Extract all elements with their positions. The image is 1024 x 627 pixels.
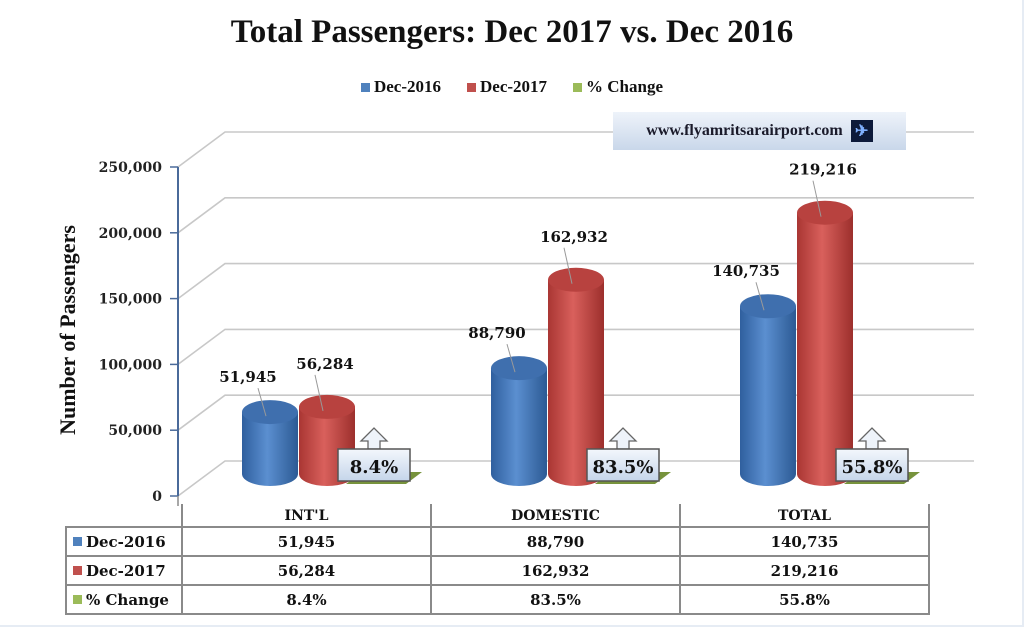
table-row: Dec-2017 56,284 162,932 219,216	[65, 555, 930, 586]
up-arrow-icon	[857, 427, 887, 450]
table-row-header: % Change	[65, 584, 183, 615]
leader-line	[257, 387, 267, 417]
cylinder-body	[797, 212, 853, 487]
table-column-header: DOMESTIC	[430, 504, 681, 528]
table-cell: 83.5%	[430, 584, 681, 615]
y-tick-label: 200,000	[99, 226, 163, 242]
table-row-header: Dec-2017	[65, 555, 183, 586]
legend-label: % Change	[586, 77, 664, 96]
row-label: Dec-2017	[86, 561, 166, 580]
data-label: 88,790	[468, 324, 525, 342]
y-tick-label: 0	[152, 489, 162, 505]
table-cell: 162,932	[430, 555, 681, 586]
leader-line	[755, 282, 765, 311]
legend-key-swatch	[73, 565, 82, 575]
bar-dec-2017-total	[797, 200, 853, 487]
data-label: 56,284	[296, 355, 353, 373]
table-row: % Change 8.4% 83.5% 55.8%	[65, 584, 930, 615]
table-row-header: Dec-2016	[65, 526, 183, 557]
y-tick-label: 50,000	[108, 423, 162, 439]
legend-key-swatch	[73, 594, 82, 604]
cylinder-top	[740, 294, 796, 319]
legend-item-dec-2017: Dec-2017	[467, 77, 547, 97]
y-tick-label: 150,000	[99, 292, 163, 308]
leader-line	[563, 247, 573, 284]
table-cell: 56,284	[181, 555, 432, 586]
legend-item-dec-2016: Dec-2016	[360, 77, 441, 97]
y-axis: 0 50,000 100,000 150,000 200,000 250,000	[99, 160, 179, 506]
watermark-text: www.flyamritsarairport.com	[646, 122, 843, 139]
chart-title: Total Passengers: Dec 2017 vs. Dec 2016	[230, 14, 794, 50]
table-cell: 51,945	[181, 526, 432, 557]
pct-change-label: 8.4%	[350, 457, 398, 478]
row-label: % Change	[86, 590, 169, 609]
bars	[242, 200, 920, 487]
data-label: 140,735	[712, 262, 780, 280]
table-cell: 8.4%	[181, 584, 432, 615]
bar-dec-2016-intl	[242, 400, 298, 486]
pct-change-callout: 8.4%	[337, 427, 411, 482]
up-arrow-icon	[359, 427, 389, 450]
gridline	[177, 328, 974, 366]
callout-box	[586, 448, 660, 482]
data-table: INT'L DOMESTIC TOTAL Dec-2016 51,945 88,…	[65, 504, 930, 615]
table-cell: 55.8%	[679, 584, 930, 615]
bar-dec-2016-domestic	[491, 356, 547, 486]
legend-item-pct-change: % Change	[573, 77, 663, 97]
data-label: 51,945	[219, 368, 276, 386]
table-column-header: INT'L	[181, 504, 432, 528]
legend-label: Dec-2017	[480, 77, 548, 96]
y-tick-label: 250,000	[99, 160, 163, 176]
table-cell: 140,735	[679, 526, 930, 557]
pct-change-label: 55.8%	[842, 457, 903, 478]
bar-dec-2016-total	[740, 294, 796, 486]
airplane-icon: ✈	[850, 120, 873, 142]
up-arrow-icon	[608, 427, 638, 450]
cylinder-body	[548, 279, 604, 486]
legend-label: Dec-2016	[373, 77, 441, 96]
legend-swatch	[573, 82, 583, 92]
table-cell: 88,790	[430, 526, 681, 557]
cylinder-top	[548, 267, 604, 292]
gridline	[177, 262, 974, 300]
row-label: Dec-2016	[86, 532, 166, 551]
leader-line	[506, 344, 516, 373]
cylinder-top	[491, 356, 547, 381]
cylinder-body	[740, 306, 796, 486]
gridline	[177, 197, 974, 234]
callout-box	[835, 448, 909, 482]
table-row: Dec-2016 51,945 88,790 140,735	[65, 526, 930, 557]
data-label: 219,216	[789, 161, 857, 179]
data-labels: 51,945 56,284 8.4% 88,790 162,932 83.5% 140,73…	[219, 161, 909, 482]
watermark-banner: www.flyamritsarairport.com ✈	[613, 112, 906, 150]
legend-key-swatch	[73, 536, 82, 546]
gridline	[177, 394, 974, 431]
table-column-header: TOTAL	[679, 504, 930, 528]
cylinder-top	[797, 200, 853, 225]
data-label: 162,932	[540, 228, 608, 246]
gridlines	[177, 131, 974, 497]
y-tick-label: 100,000	[99, 357, 163, 373]
pct-change-label: 83.5%	[593, 457, 654, 478]
cylinder-top	[242, 400, 298, 425]
cylinder-body	[491, 368, 547, 486]
legend: Dec-2016 Dec-2017 % Change	[0, 77, 1024, 97]
table-corner	[66, 504, 183, 527]
gridline	[177, 460, 974, 497]
leader-line	[812, 180, 822, 217]
pct-change-callout: 83.5%	[586, 427, 660, 482]
callout-box	[337, 448, 411, 482]
cylinder-body	[242, 412, 298, 486]
table-header-row: INT'L DOMESTIC TOTAL	[66, 504, 930, 528]
cylinder-top	[299, 394, 355, 419]
pct-change-callout: 55.8%	[835, 427, 909, 482]
bar-dec-2017-domestic	[548, 267, 604, 486]
legend-swatch	[467, 82, 476, 92]
table-cell: 219,216	[679, 555, 930, 586]
leader-line	[314, 374, 324, 412]
legend-swatch	[360, 82, 370, 92]
